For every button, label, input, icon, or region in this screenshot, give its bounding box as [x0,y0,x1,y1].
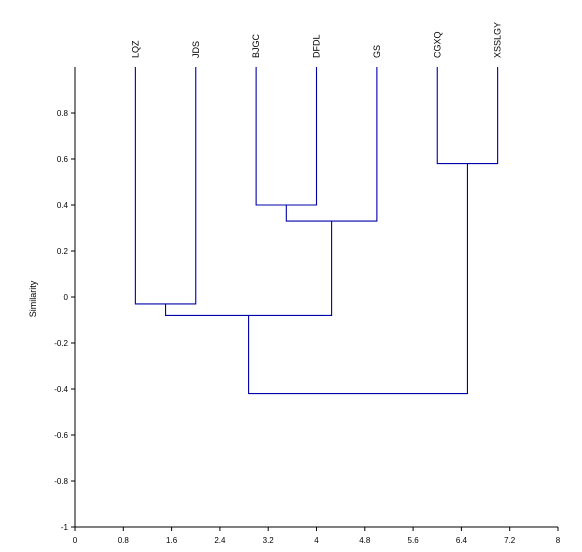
y-tick-label: -0.8 [54,477,68,486]
y-tick-label: 0 [64,293,69,302]
y-tick-label: -0.6 [54,431,68,440]
leaf-labels: LQZ JDS BJGC DFDL GS CGXQ XSSLGY [130,22,502,58]
x-tick-label: 2.4 [214,536,226,545]
dendrogram-branches [134,67,499,395]
x-tick-label: 0.8 [118,536,130,545]
leaf-label-dfdl: DFDL [312,34,322,58]
x-tick-label: 7.2 [504,536,516,545]
x-tick-label: 6.4 [456,536,468,545]
x-tick-label: 4 [314,536,319,545]
x-tick-label: 5.6 [408,536,420,545]
y-tick-label: -1 [61,523,69,532]
leaf-label-lqz: LQZ [130,40,140,58]
leaf-label-cgxq: CGXQ [432,31,442,58]
dendrogram-link-4 [165,221,333,316]
leaf-label-jds: JDS [191,41,201,58]
y-tick-label: 0.6 [57,155,69,164]
x-tick-label: 3.2 [263,536,275,545]
x-tick-label: 0 [73,536,78,545]
x-axis-ticks: 0 0.8 1.6 2.4 3.2 4 4.8 5.6 6.4 7.2 8 [73,527,561,545]
y-tick-label: 0.8 [57,109,69,118]
y-axis-title: Similarity [28,280,38,317]
y-tick-label: 0.4 [57,201,69,210]
leaf-label-xsslgy: XSSLGY [493,22,503,58]
y-tick-label: -0.4 [54,385,68,394]
dendrogram-link-2 [255,67,318,206]
leaf-label-bjgc: BJGC [251,33,261,58]
dendrogram-link-6 [248,163,468,395]
y-axis-ticks: 0.8 0.6 0.4 0.2 0 -0.2 -0.4 -0.6 -0.8 -1 [54,109,75,532]
y-tick-label: 0.2 [57,247,69,256]
dendrogram-link-1 [134,67,197,305]
x-tick-label: 1.6 [166,536,178,545]
y-tick-label: -0.2 [54,339,68,348]
x-tick-label: 4.8 [359,536,371,545]
leaf-label-gs: GS [372,45,382,58]
x-tick-label: 8 [556,536,561,545]
dendrogram-link-3 [285,67,378,222]
dendrogram-link-5 [436,67,499,165]
